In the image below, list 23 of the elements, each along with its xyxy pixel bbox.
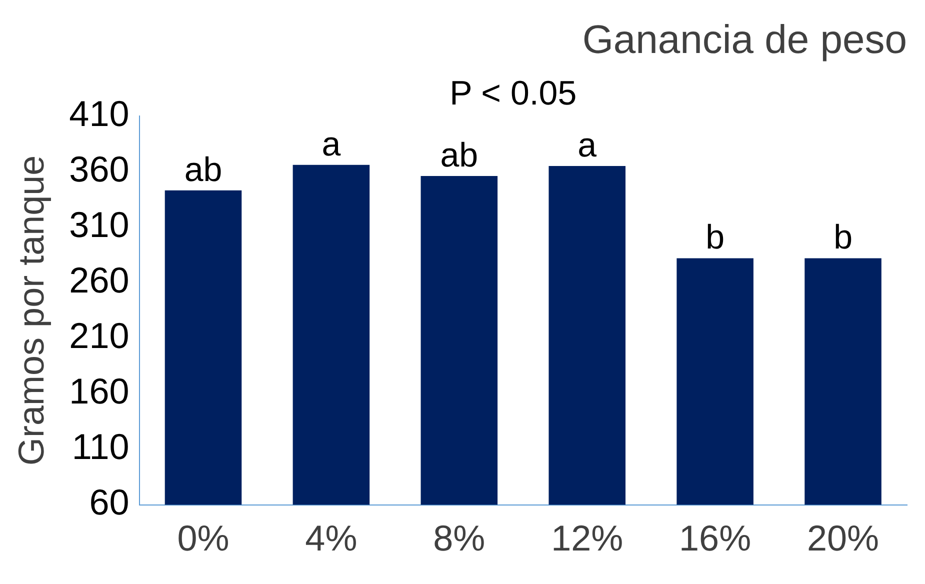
text: P < 0.05 [450,74,577,112]
annotation: ab [184,150,222,189]
y-tick-label: 360 [69,148,130,190]
x-tick-label: 4% [305,517,358,558]
annotation: b [834,218,852,257]
y-tick-label: 210 [69,315,130,356]
y-tick-label: 410 [69,92,130,134]
annotation: a [578,126,597,164]
y-tick-label: 310 [69,204,130,246]
y-tick-label: 160 [69,370,130,412]
annotation: b [706,218,725,257]
y-tick-label: 110 [72,426,130,468]
y-axis-title: Gramos por tanque [10,155,52,466]
annotation: a [322,125,341,164]
y-tick-label: 260 [69,260,130,301]
x-tick-label: 20% [806,517,880,558]
chart-title: Ganancia de peso [582,18,907,62]
x-tick-label: 8% [433,517,486,558]
x-tick-label: 0% [177,517,230,558]
x-tick-label: 12% [551,517,624,558]
x-tick-label: 16% [679,517,752,558]
annotation: ab [440,136,478,174]
y-tick-label: 60 [89,482,130,523]
